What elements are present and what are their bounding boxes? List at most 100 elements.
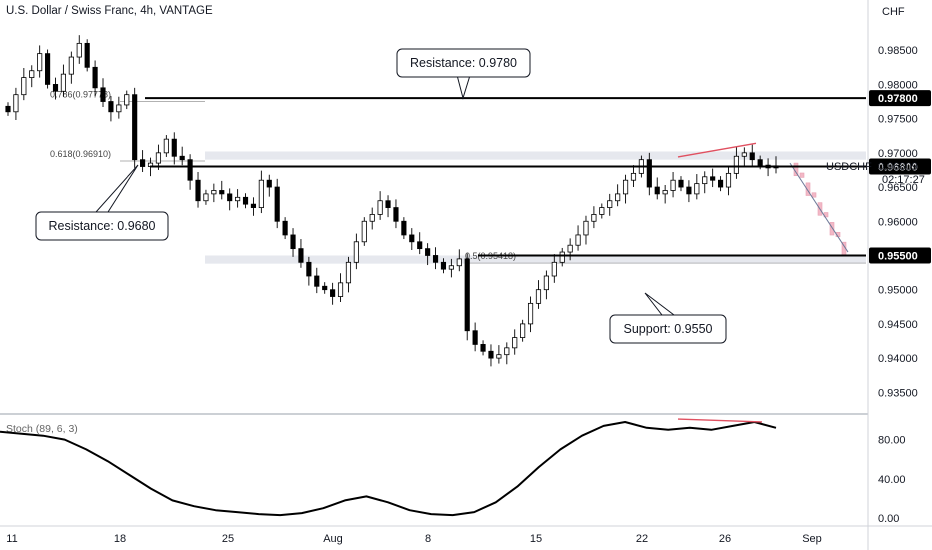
callout-box [35, 211, 169, 241]
candle-body [203, 193, 209, 202]
candle-body [266, 179, 272, 188]
candle-body [599, 207, 605, 215]
stoch-tick-label: 0.00 [878, 513, 899, 525]
candle-body [132, 94, 138, 161]
candle-body [575, 234, 581, 246]
stoch-line [0, 421, 777, 517]
candle-body [290, 234, 296, 250]
candle-body [432, 255, 439, 263]
candle-body [733, 155, 739, 174]
candle-body [242, 196, 249, 205]
candle-body [496, 354, 502, 359]
candle-body [527, 302, 534, 325]
candle-body [298, 248, 304, 263]
candle-body [543, 275, 549, 291]
candle-body [345, 261, 352, 284]
candle-body [68, 56, 74, 75]
candle-body [654, 186, 660, 195]
candle-body [84, 42, 90, 68]
candle-body [718, 179, 724, 188]
candle-body [258, 179, 264, 208]
price-tick-label: 0.98500 [878, 45, 918, 57]
candle-body [448, 265, 454, 270]
candle-body [694, 183, 700, 195]
candle-body [314, 275, 320, 287]
callout-pointer [456, 76, 471, 100]
candle-body [591, 214, 597, 222]
projected-candle [829, 222, 835, 236]
candle-body [678, 179, 684, 188]
candle-body [306, 261, 312, 277]
candle-body [504, 347, 510, 356]
candle-body [124, 94, 130, 106]
chart-title: U.S. Dollar / Swiss Franc, 4h, VANTAGE [6, 5, 213, 17]
candle-body [757, 159, 763, 166]
price-tick-label: 0.97500 [878, 114, 918, 126]
callout-text: Resistance: 0.9780 [410, 56, 517, 70]
candle-body [535, 289, 542, 304]
level-price-label: 0.95500 [878, 250, 918, 262]
candle-body [456, 258, 462, 267]
time-tick-label: 15 [530, 533, 542, 545]
candle-body [369, 214, 375, 222]
callout-box [396, 48, 531, 78]
candle-body [559, 251, 565, 263]
candle-body [29, 70, 35, 78]
candle-body [187, 159, 193, 181]
stoch-divergence-line [677, 418, 763, 423]
callout-pointer [94, 164, 139, 213]
projected-candle [805, 182, 811, 196]
candle-body [472, 330, 478, 345]
candle-body [330, 289, 336, 297]
time-tick-label: 18 [114, 533, 126, 545]
callout-text: Resistance: 0.9680 [48, 219, 155, 233]
stoch-tick-label: 40.00 [878, 474, 906, 486]
price-tick-label: 0.94000 [878, 353, 918, 365]
candle-body [440, 261, 447, 270]
candle-body [60, 73, 67, 92]
price-tick-label: 0.97000 [878, 148, 918, 160]
candle-body [583, 220, 589, 236]
candle-body [361, 220, 367, 243]
time-tick-label: Sep [802, 533, 822, 545]
candle-body [607, 200, 613, 208]
candle-body [21, 77, 27, 96]
price-tick-label: 0.98000 [878, 79, 918, 91]
candle-body [725, 172, 732, 188]
candle-body [353, 241, 359, 263]
candle-body [377, 200, 383, 215]
candle-body [670, 179, 676, 191]
candle-body [567, 244, 573, 253]
candle-body [646, 159, 652, 188]
projected-candle [799, 172, 805, 178]
candle-body [5, 105, 11, 113]
time-tick-label: Aug [323, 533, 343, 545]
price-zone [205, 255, 866, 264]
projected-candle [811, 192, 817, 198]
candle-body [512, 337, 518, 349]
candle-body [409, 234, 415, 243]
candle-body [250, 203, 257, 208]
callout-box [609, 314, 727, 344]
candle-body [615, 193, 621, 202]
price-zone [205, 151, 866, 160]
candle-body [76, 42, 82, 58]
callout-pointer [644, 292, 676, 316]
price-tick-label: 0.96000 [878, 216, 918, 228]
candle-body [108, 101, 114, 113]
candle-body [741, 152, 747, 157]
candle-body [155, 152, 162, 164]
candle-body [337, 282, 344, 297]
candle-body [274, 186, 280, 222]
candle-body [116, 104, 122, 113]
candle-body [45, 53, 51, 85]
price-tick-label: 0.96500 [878, 182, 918, 194]
time-tick-label: 22 [636, 533, 648, 545]
currency-label: CHF [882, 6, 905, 18]
current-price-label: 0.96809 [878, 161, 918, 173]
candle-body [179, 155, 185, 161]
level-price-tag [869, 158, 931, 175]
symbol-label: USDCHF [826, 161, 872, 173]
stoch-label: Stoch (89, 6, 3) [6, 423, 78, 435]
